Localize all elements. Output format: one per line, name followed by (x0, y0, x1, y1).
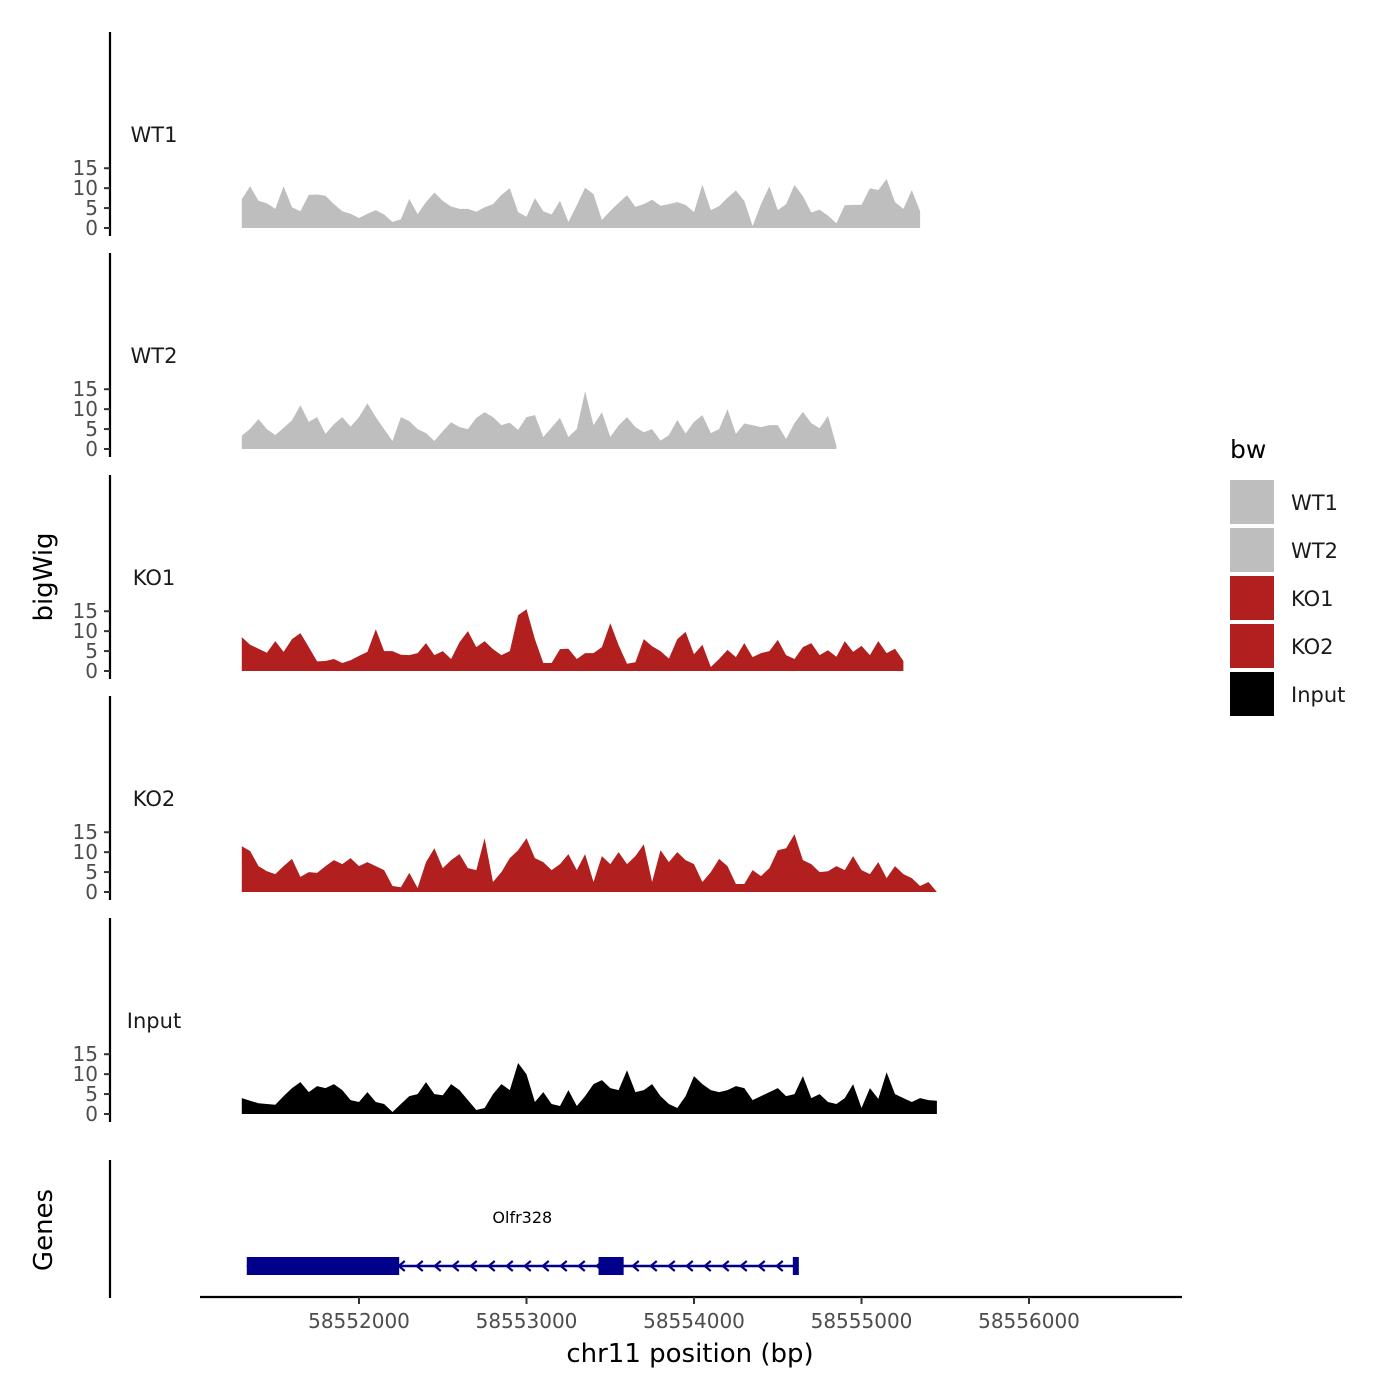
legend-label: KO2 (1291, 635, 1334, 659)
gene-exon (792, 1257, 799, 1275)
legend-swatch (1230, 528, 1274, 572)
legend-item-input: Input (1230, 672, 1345, 716)
strand-arrow (415, 1260, 424, 1272)
x-axis: 58552000 58553000 58554000 58555000 58556000 (200, 1295, 1182, 1333)
track-label-wt1: WT1 (131, 123, 178, 147)
strand-arrow (559, 1260, 568, 1272)
strand-arrow (631, 1260, 640, 1272)
strand-arrow (433, 1260, 442, 1272)
y-tick-label: 5 (85, 1082, 98, 1106)
legend-label: Input (1291, 683, 1345, 707)
legend-swatch (1230, 576, 1274, 620)
genes-axis-title: Genes (29, 1189, 59, 1271)
y-tick-label: 5 (85, 639, 98, 663)
y-tick-label: 5 (85, 860, 98, 884)
y-tick-label: 15 (73, 1042, 98, 1066)
area-wt2 (241, 391, 837, 449)
y-tick-label: 5 (85, 196, 98, 220)
legend-item-ko1: KO1 (1230, 576, 1334, 620)
strand-arrow (667, 1260, 676, 1272)
legend-label: KO1 (1291, 587, 1334, 611)
y-tick-label: 0 (85, 216, 98, 240)
y-tick-label: 0 (85, 659, 98, 683)
legend-swatch (1230, 624, 1274, 668)
strand-arrow (541, 1260, 550, 1272)
gene-name-label: Olfr328 (492, 1208, 552, 1227)
gene-olfr328: Olfr328 (246, 1208, 799, 1275)
y-tick-label: 15 (73, 156, 98, 180)
area-ko2 (241, 834, 937, 892)
x-tick-label: 58556000 (978, 1309, 1080, 1333)
track-label-wt2: WT2 (131, 344, 178, 368)
strand-arrow (505, 1260, 514, 1272)
genes-panel: Olfr328 (108, 1160, 799, 1298)
y-tick-label: 0 (85, 880, 98, 904)
strand-arrow (577, 1260, 586, 1272)
strand-arrow (757, 1260, 766, 1272)
strand-arrow (685, 1260, 694, 1272)
area-ko1 (241, 609, 904, 671)
area-input (241, 1063, 937, 1114)
y-tick-label: 15 (73, 599, 98, 623)
strand-arrow (451, 1260, 460, 1272)
y-tick-label: 10 (73, 840, 98, 864)
y-tick-label: 0 (85, 437, 98, 461)
gene-exon (246, 1257, 400, 1275)
x-tick-label: 58553000 (476, 1309, 578, 1333)
strand-arrow (649, 1260, 658, 1272)
y-tick-label: 10 (73, 1062, 98, 1086)
strand-arrow (523, 1260, 532, 1272)
legend-item-wt2: WT2 (1230, 528, 1338, 572)
strand-arrow (775, 1260, 784, 1272)
area-wt1 (241, 179, 921, 228)
y-axis-title: bigWig (29, 532, 59, 621)
legend-item-wt1: WT1 (1230, 480, 1338, 524)
strand-arrow (739, 1260, 748, 1272)
strand-arrow (487, 1260, 496, 1272)
y-tick-label: 10 (73, 619, 98, 643)
legend-swatch (1230, 480, 1274, 524)
x-tick-label: 58552000 (308, 1309, 410, 1333)
legend-item-ko2: KO2 (1230, 624, 1334, 668)
track-label-input: Input (127, 1009, 181, 1033)
strand-arrow (469, 1260, 478, 1272)
x-tick-label: 58554000 (643, 1309, 745, 1333)
gene-exon (598, 1257, 624, 1275)
x-axis-title: chr11 position (bp) (566, 1339, 813, 1369)
track-label-ko2: KO2 (133, 787, 176, 811)
strand-arrow (703, 1260, 712, 1272)
y-tick-label: 15 (73, 820, 98, 844)
y-tick-label: 0 (85, 1102, 98, 1126)
legend-swatch (1230, 672, 1274, 716)
legend: bw WT1 WT2 KO1 KO2 Input (1230, 435, 1345, 716)
y-tick-label: 10 (73, 397, 98, 421)
legend-title: bw (1230, 435, 1266, 464)
track-label-ko1: KO1 (133, 566, 176, 590)
legend-label: WT1 (1291, 491, 1338, 515)
y-tick-label: 15 (73, 377, 98, 401)
strand-arrow (721, 1260, 730, 1272)
x-tick-label: 58555000 (811, 1309, 913, 1333)
signal-track-panels: 051015WT1051015WT2051015KO1051015KO20510… (73, 32, 937, 1126)
y-tick-label: 5 (85, 417, 98, 441)
y-tick-label: 10 (73, 176, 98, 200)
legend-label: WT2 (1291, 539, 1338, 563)
